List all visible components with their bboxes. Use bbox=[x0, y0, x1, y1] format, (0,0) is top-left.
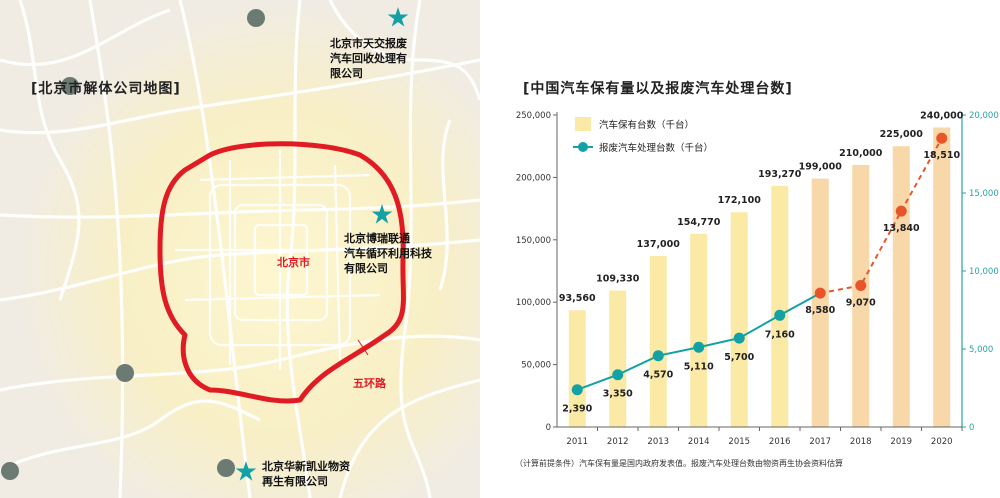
x-tick-label: 2014 bbox=[688, 437, 710, 447]
line-value-label: 13,840 bbox=[883, 223, 920, 234]
bar-value-label: 137,000 bbox=[637, 239, 681, 250]
y-tick-label-right: 10,000 bbox=[969, 267, 999, 277]
bar-value-label: 93,560 bbox=[559, 293, 596, 304]
x-tick-label: 2012 bbox=[607, 437, 629, 447]
legend-label-bar: 汽车保有台数（千台） bbox=[599, 119, 694, 131]
fifth-ring-road bbox=[157, 141, 406, 404]
y-tick-label-left: 250,000 bbox=[516, 111, 551, 121]
y-tick-label-right: 0 bbox=[969, 423, 974, 433]
line-value-label: 5,700 bbox=[724, 352, 754, 363]
bar bbox=[892, 146, 910, 427]
chart-footnote: （计算前提条件）汽车保有量是国内政府发表值。报废汽车处理台数由物资再生协会资料估… bbox=[515, 459, 843, 468]
bar bbox=[852, 164, 870, 428]
bar-value-label: 109,330 bbox=[596, 274, 640, 285]
line-point bbox=[733, 332, 745, 344]
bar bbox=[771, 185, 789, 427]
bar bbox=[609, 290, 627, 427]
chart-panel: [中国汽车保有量以及报废汽车处理台数] 0 50,000 100,000 150,00… bbox=[490, 0, 1000, 498]
legend-label-line: 报废汽车处理台数（千台） bbox=[599, 142, 713, 154]
legend-swatch-bar bbox=[575, 117, 591, 131]
inner-roads bbox=[175, 150, 385, 370]
bar-value-label: 154,770 bbox=[677, 217, 721, 228]
legend-swatch-line bbox=[578, 142, 588, 152]
company-dot bbox=[116, 364, 134, 382]
line-value-label: 2,390 bbox=[562, 404, 592, 415]
bar bbox=[730, 212, 748, 427]
x-tick-label: 2016 bbox=[769, 437, 791, 447]
line-point bbox=[774, 309, 786, 321]
bar-value-label: 225,000 bbox=[880, 129, 924, 140]
x-tick-label: 2019 bbox=[890, 437, 912, 447]
ring-label-leader bbox=[357, 339, 369, 356]
x-tick-label: 2013 bbox=[647, 437, 669, 447]
chart-title: [中国汽车保有量以及报废汽车处理台数] bbox=[523, 81, 793, 97]
y-tick-label-left: 0 bbox=[546, 423, 551, 433]
line-point bbox=[814, 287, 826, 299]
bar bbox=[811, 178, 829, 427]
line-point bbox=[693, 341, 705, 353]
bar-value-label: 199,000 bbox=[799, 162, 843, 173]
map-canvas bbox=[0, 0, 480, 498]
beijing-map: [北京市解体公司地图] 北京市天交报废 汽车回收处理有 限公司 北京博瑞联通 汽… bbox=[0, 0, 480, 498]
combo-chart: 0 50,000 100,000 150,000 200,000 250,000 0 5,00… bbox=[516, 110, 999, 447]
company-dot bbox=[217, 459, 235, 477]
city-label: 北京市 bbox=[277, 256, 310, 269]
company-stars bbox=[235, 7, 409, 481]
bar-value-label: 172,100 bbox=[718, 195, 762, 206]
bar bbox=[933, 127, 951, 427]
y-tick-label-left: 200,000 bbox=[516, 173, 551, 183]
bar-value-label: 240,000 bbox=[920, 110, 964, 121]
bar bbox=[649, 256, 667, 427]
company-dot bbox=[247, 9, 265, 27]
y-tick-label-right: 20,000 bbox=[969, 111, 999, 121]
company-dot bbox=[1, 462, 19, 480]
line-value-label: 8,580 bbox=[805, 305, 835, 316]
x-tick-label: 2020 bbox=[931, 437, 953, 447]
y-tick-label-right: 15,000 bbox=[969, 189, 999, 199]
line-point bbox=[855, 280, 867, 292]
y-tick-label-right: 5,000 bbox=[969, 345, 993, 355]
line-point bbox=[571, 384, 583, 396]
line-point bbox=[895, 205, 907, 217]
star-icon bbox=[371, 204, 393, 224]
line-value-label: 4,570 bbox=[643, 370, 673, 381]
line-value-label: 7,160 bbox=[765, 329, 795, 340]
bar bbox=[690, 233, 708, 427]
bar-value-label: 193,270 bbox=[758, 169, 802, 180]
y-tick-label-left: 100,000 bbox=[516, 298, 551, 308]
line-value-label: 5,110 bbox=[684, 361, 714, 372]
line-point bbox=[652, 350, 664, 362]
map-title: [北京市解体公司地图] bbox=[31, 81, 181, 97]
y-tick-label-left: 50,000 bbox=[521, 361, 551, 371]
x-tick-label: 2011 bbox=[566, 437, 588, 447]
bar-value-label: 210,000 bbox=[839, 148, 883, 159]
x-tick-label: 2015 bbox=[728, 437, 750, 447]
company-dot bbox=[61, 77, 79, 95]
line-series-estimated bbox=[820, 137, 943, 295]
y-tick-label-left: 150,000 bbox=[516, 236, 551, 246]
place-label-tianjiao: 北京市天交报废 汽车回收处理有 限公司 bbox=[330, 37, 407, 80]
star-icon bbox=[387, 7, 409, 27]
line-value-label: 18,510 bbox=[923, 150, 960, 161]
line-point bbox=[612, 369, 624, 381]
x-tick-label: 2018 bbox=[850, 437, 872, 447]
bar bbox=[568, 310, 586, 427]
star-icon bbox=[235, 461, 257, 481]
place-label-borui: 北京博瑞联通 汽车循环利用科技 有限公司 bbox=[344, 232, 432, 275]
line-value-label: 9,070 bbox=[846, 298, 876, 309]
x-tick-label: 2017 bbox=[809, 437, 831, 447]
ring-road-label: 五环路 bbox=[353, 377, 386, 390]
line-value-label: 3,350 bbox=[603, 389, 633, 400]
line-point bbox=[936, 132, 948, 144]
place-label-huaxin: 北京华新凯业物资 再生有限公司 bbox=[262, 460, 350, 488]
